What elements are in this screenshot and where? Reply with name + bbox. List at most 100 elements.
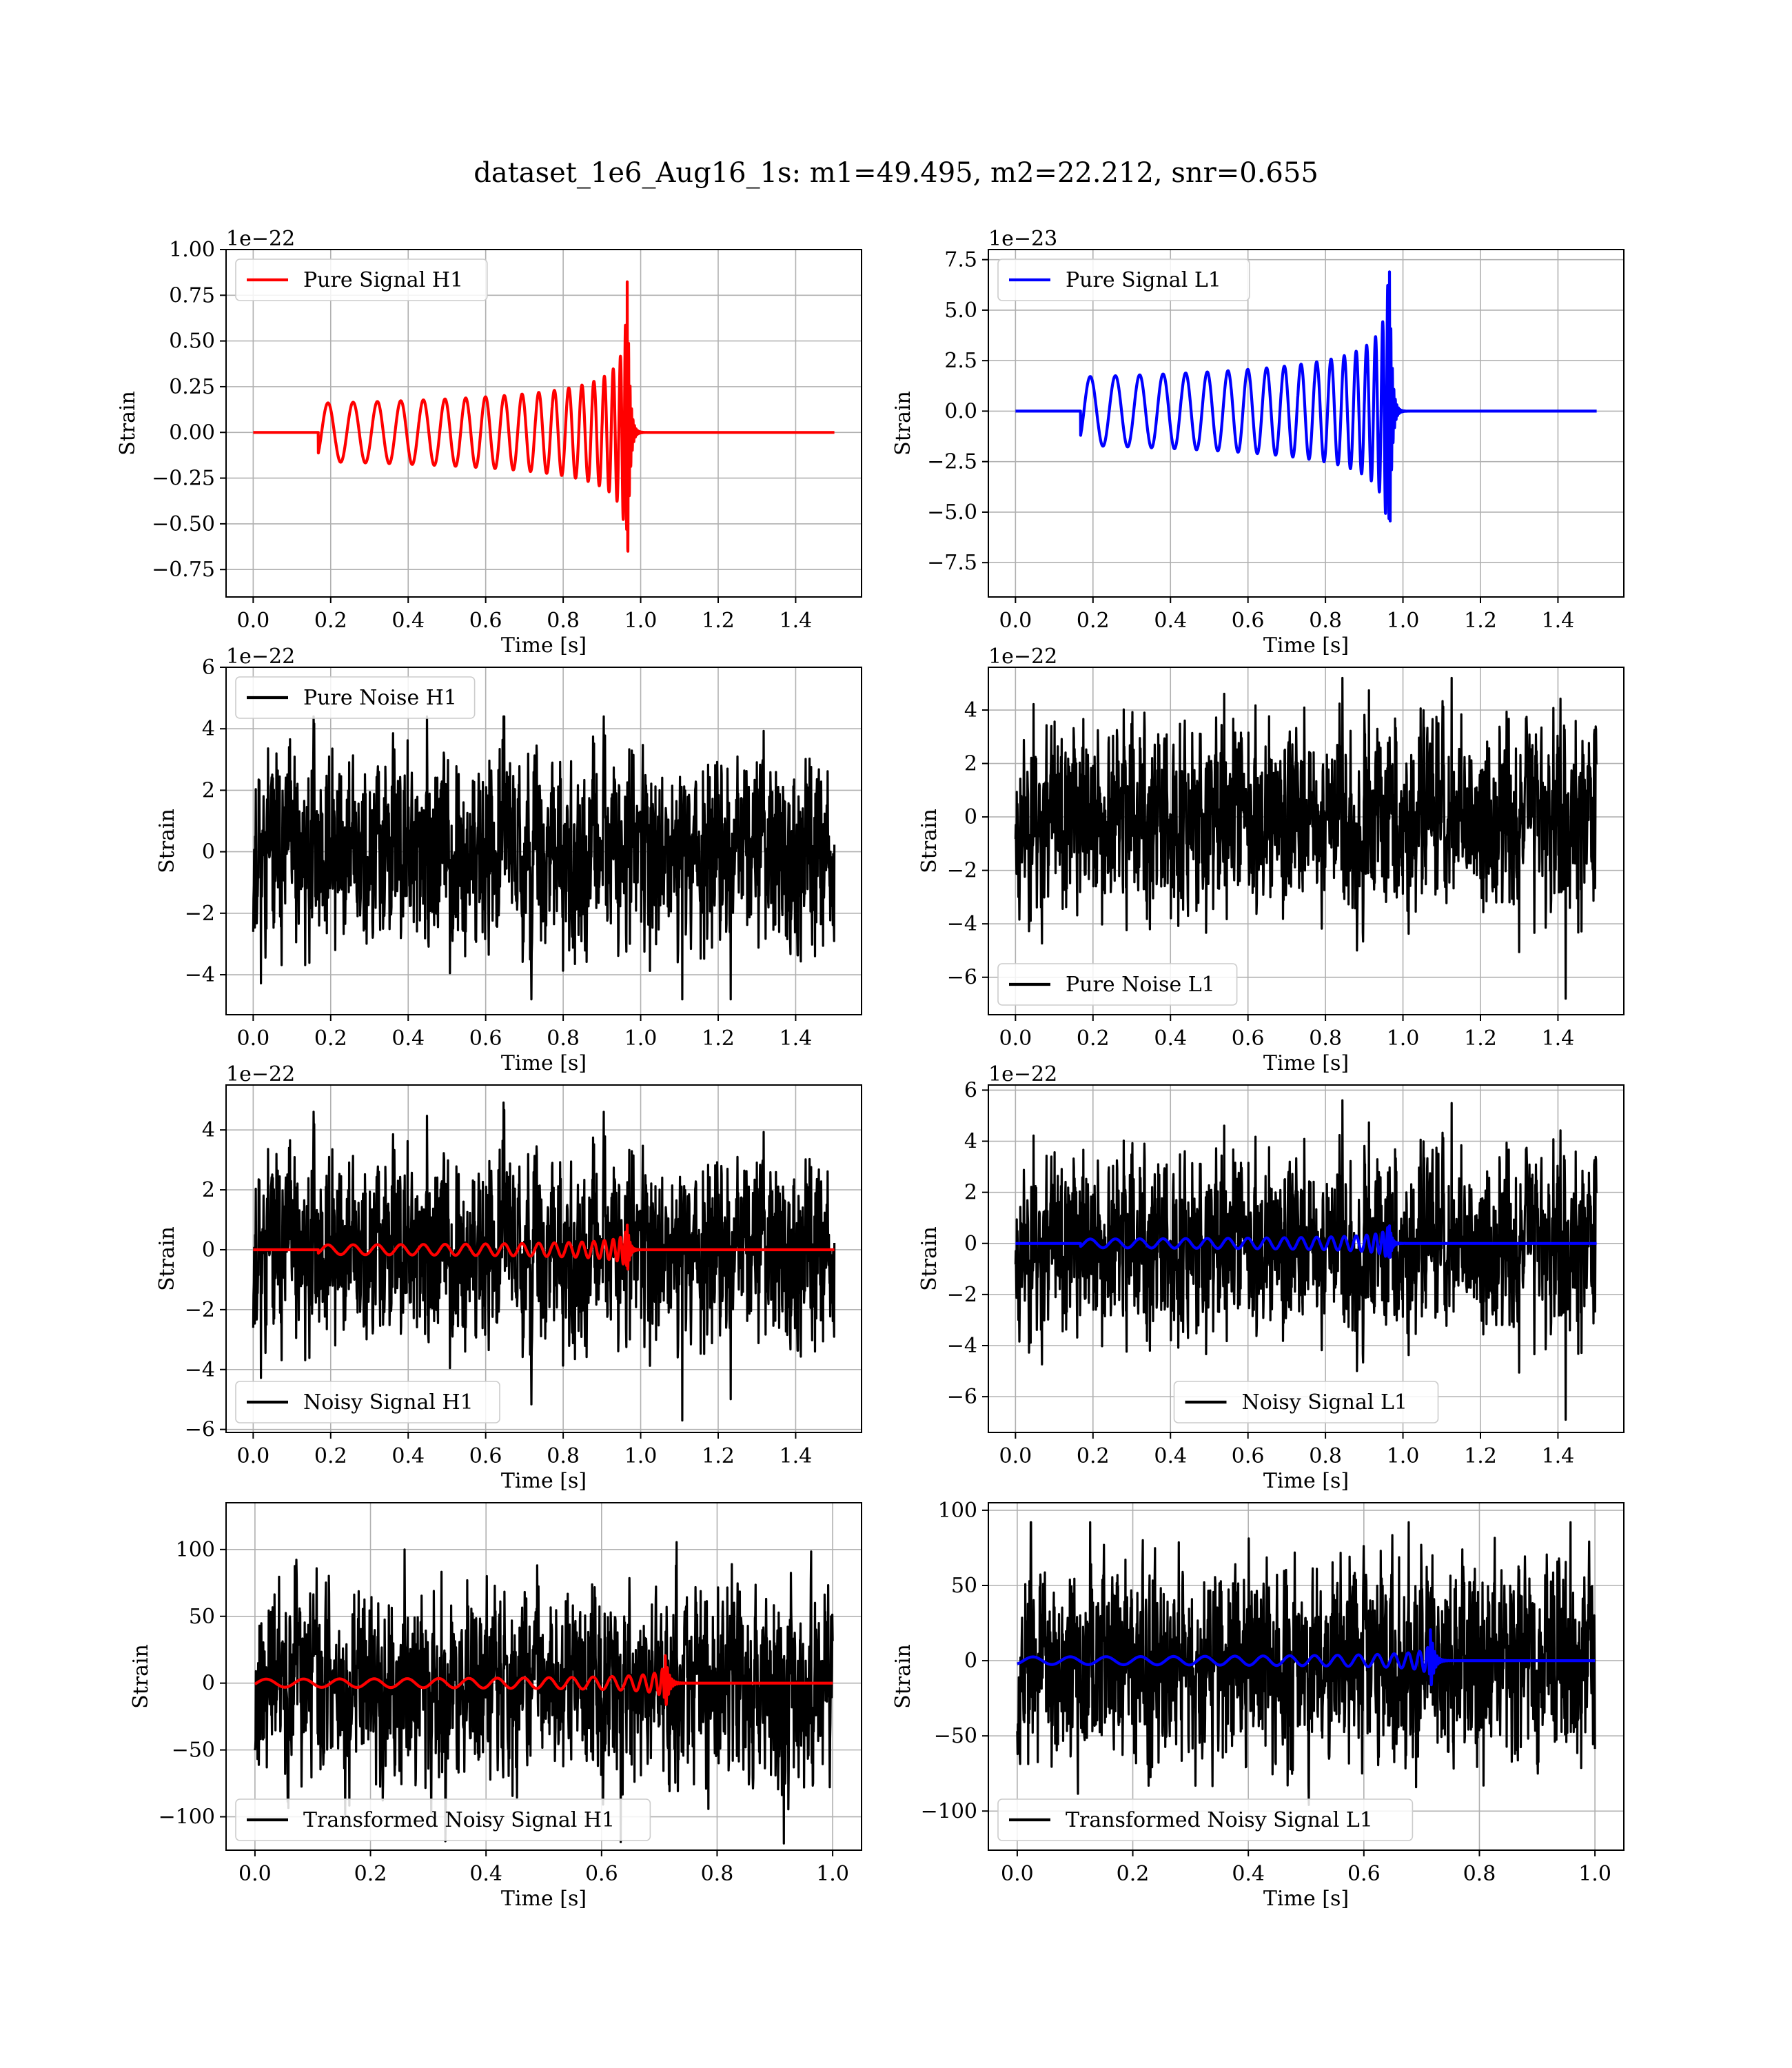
x-axis-label: Time [s] <box>1263 633 1349 658</box>
axes-frame <box>988 249 1625 598</box>
legend-label: Noisy Signal L1 <box>1242 1390 1407 1415</box>
legend-box <box>997 963 1238 1006</box>
x-tick-label: 0.8 <box>701 1862 734 1886</box>
axes-frame <box>988 667 1625 1015</box>
x-tick-label: 0.2 <box>1077 1026 1110 1051</box>
legend: Noisy Signal L1 <box>1173 1381 1439 1423</box>
x-tick-label: 0.0 <box>999 1026 1032 1051</box>
y-axis-label: Strain <box>155 809 179 873</box>
legend-box <box>997 258 1250 301</box>
legend-label: Transformed Noisy Signal H1 <box>303 1808 615 1832</box>
x-tick-label: 0.4 <box>1232 1862 1265 1886</box>
x-tick-label: 1.0 <box>624 1026 658 1051</box>
x-tick-label: 0.8 <box>1309 1444 1342 1468</box>
legend-label: Pure Signal H1 <box>303 268 463 292</box>
y-tick-label: −100 <box>159 1805 215 1829</box>
series-line-signal <box>1014 270 1598 523</box>
y-tick-label: −2 <box>185 1298 215 1322</box>
y-tick-label: −50 <box>172 1738 215 1763</box>
y-tick-label: −2.5 <box>927 450 977 474</box>
y-tick-label: −100 <box>921 1799 977 1823</box>
x-tick-label: 1.2 <box>1464 1444 1497 1468</box>
x-tick-label: 0.6 <box>1232 1026 1265 1051</box>
y-tick-label: 50 <box>951 1574 977 1598</box>
y-axis-label: Strain <box>155 1226 179 1291</box>
noisy-signal-l1-chart: 0.0 0.2 0.4 0.6 0.8 1.0 1.2 1.4 −6 −4 −2 0 2 4 6 Time [… <box>917 1062 1625 1493</box>
y-offset-text: 1e−22 <box>226 227 295 251</box>
x-tick-label: 0.4 <box>391 1444 425 1468</box>
series-line-noise <box>252 715 836 1001</box>
axes-frame <box>225 249 862 598</box>
x-tick-label: 0.4 <box>1154 1026 1187 1051</box>
x-tick-label: 0.6 <box>585 1862 618 1886</box>
x-tick-label: 0.6 <box>469 1444 502 1468</box>
legend-label: Noisy Signal H1 <box>303 1390 474 1415</box>
y-tick-label: −6 <box>947 966 977 990</box>
x-axis-label: Time [s] <box>501 1469 587 1493</box>
x-tick-label: 0.4 <box>469 1862 502 1886</box>
x-tick-label: 0.8 <box>547 1026 580 1051</box>
x-tick-label: 1.0 <box>624 609 658 633</box>
figure-title: dataset_1e6_Aug16_1s: m1=49.495, m2=22.2… <box>474 157 1318 189</box>
x-tick-label: 0.8 <box>1463 1862 1496 1886</box>
legend: Transformed Noisy Signal L1 <box>997 1798 1414 1841</box>
x-tick-label: 1.4 <box>1542 1026 1575 1051</box>
x-tick-label: 1.0 <box>1387 1026 1420 1051</box>
y-tick-label: 4 <box>202 717 215 741</box>
pure-signal-l1-chart: 0.0 0.2 0.4 0.6 0.8 1.0 1.2 1.4 −7.5 −5.0 −2.5 0.0 2… <box>891 227 1625 658</box>
series-line-signal <box>254 1654 834 1706</box>
y-tick-label: −5.0 <box>927 500 977 525</box>
series-line-noise <box>252 1101 836 1422</box>
y-offset-text: 1e−22 <box>226 1062 295 1086</box>
y-tick-label: −4 <box>185 963 215 987</box>
y-offset-text: 1e−22 <box>988 1062 1057 1086</box>
y-axis-label: Strain <box>129 1644 153 1709</box>
x-tick-label: 0.4 <box>1154 1444 1187 1468</box>
y-tick-label: 100 <box>938 1499 977 1523</box>
y-tick-label: 6 <box>964 1078 977 1102</box>
y-tick-label: 0.25 <box>169 375 215 399</box>
y-tick-label: 5.0 <box>944 298 977 323</box>
x-tick-label: 0.0 <box>1001 1862 1034 1886</box>
y-tick-label: −50 <box>934 1724 977 1748</box>
legend: Transformed Noisy Signal H1 <box>235 1798 651 1841</box>
x-axis-label: Time [s] <box>501 1887 587 1911</box>
y-tick-label: 0.75 <box>169 283 215 307</box>
x-tick-label: 0.0 <box>238 1862 272 1886</box>
legend-box <box>235 1798 651 1841</box>
legend-label: Transformed Noisy Signal L1 <box>1066 1808 1373 1832</box>
y-tick-label: −6 <box>947 1385 977 1409</box>
y-tick-label: 2 <box>202 778 215 802</box>
y-offset-text: 1e−22 <box>226 645 295 669</box>
y-axis-label: Strain <box>116 391 140 456</box>
y-axis-label: Strain <box>917 1226 941 1291</box>
x-tick-label: 1.0 <box>624 1444 658 1468</box>
y-tick-label: 0 <box>202 1238 215 1262</box>
y-tick-label: −0.50 <box>152 512 215 536</box>
x-tick-label: 1.2 <box>702 609 735 633</box>
axes-frame <box>988 1084 1625 1433</box>
axes-frame <box>225 1084 862 1433</box>
x-tick-label: 1.0 <box>1387 609 1420 633</box>
legend-label: Pure Signal L1 <box>1066 268 1221 292</box>
x-tick-label: 0.6 <box>469 1026 502 1051</box>
x-tick-label: 1.4 <box>780 1026 813 1051</box>
y-tick-label: 1.00 <box>169 238 215 262</box>
y-tick-label: 6 <box>202 656 215 680</box>
x-tick-label: 0.2 <box>314 1444 347 1468</box>
y-tick-label: −2 <box>185 902 215 926</box>
legend: Pure Signal L1 <box>997 258 1250 301</box>
axes-frame <box>225 1502 862 1851</box>
x-tick-label: 0.8 <box>547 609 580 633</box>
x-tick-label: 1.4 <box>780 1444 813 1468</box>
series-line-signal <box>1014 1224 1598 1259</box>
y-tick-label: −0.75 <box>152 558 215 582</box>
x-tick-label: 0.0 <box>236 1026 269 1051</box>
y-tick-label: 0 <box>202 1672 215 1696</box>
legend-box <box>1173 1381 1439 1423</box>
series-line-noise <box>1016 1521 1596 1806</box>
y-tick-label: 4 <box>964 698 977 722</box>
axes-frame <box>225 667 862 1015</box>
y-tick-label: 0.0 <box>944 399 977 423</box>
